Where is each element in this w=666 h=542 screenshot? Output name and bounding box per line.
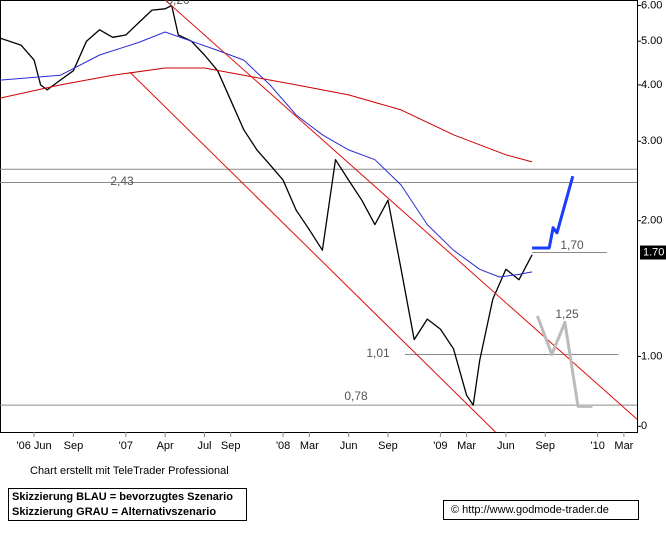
annotation: 1,70 [560,238,584,252]
x-tick-label: '07 [119,440,133,452]
source-box [443,500,639,520]
x-tick-label: '09 [433,440,447,452]
plot-frame [0,0,638,433]
legend-blue: Skizzierung BLAU = bevorzugtes Szenario [12,491,233,503]
y-tick-label: 0 [641,420,647,432]
y-tick-label: 5.00 [641,35,662,47]
x-tick-label: Sep [221,440,241,452]
series-line [0,31,533,278]
annotation: 1,01 [366,346,390,360]
x-tick-label: Sep [378,440,398,452]
series-line [532,175,575,250]
annotation: 1,25 [555,307,579,321]
x-tick-label: Mar [614,440,633,452]
x-tick-label: Sep [535,440,555,452]
x-tick-label: Sep [64,440,84,452]
last-price-label: 1.70 [643,246,664,258]
legend-gray: Skizzierung GRAU = Alternativszenario [12,506,216,518]
annotation: 6,20 [166,0,190,7]
x-tick-label: Jul [197,440,211,452]
x-tick-label: Jun [497,440,515,452]
annotation: 0,78 [344,389,368,403]
y-tick-label: 3.00 [641,135,662,147]
credit: Chart erstellt mit TeleTrader Profession… [30,465,229,477]
y-tick-label: 4.00 [641,79,662,91]
x-tick-label: Jun [340,440,358,452]
series-line [0,67,533,163]
series-line [129,71,496,433]
y-tick-label: 6.00 [641,0,662,11]
series-line [0,4,533,406]
series-line [164,0,638,420]
legend-box [8,488,247,521]
x-tick-label: Mar [300,440,319,452]
source: © http://www.godmode-trader.de [451,504,609,516]
x-tick-label: Apr [157,440,174,452]
x-tick-label: Mar [457,440,476,452]
y-tick-label: 1.00 [641,350,662,362]
x-tick-label: '06 Jun [17,440,52,452]
annotation: 2,43 [110,174,134,188]
x-tick-label: '10 [591,440,605,452]
x-tick-label: '08 [276,440,290,452]
series-line [535,315,593,408]
y-tick-label: 2.00 [641,215,662,227]
last-price-box [640,245,666,260]
